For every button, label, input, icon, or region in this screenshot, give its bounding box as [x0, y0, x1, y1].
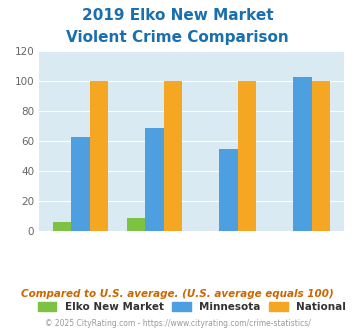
Legend: Elko New Market, Minnesota, National: Elko New Market, Minnesota, National — [38, 302, 346, 312]
Bar — [164, 81, 182, 231]
Bar — [238, 81, 256, 231]
Bar — [127, 217, 146, 231]
Text: 2019 Elko New Market: 2019 Elko New Market — [82, 8, 273, 23]
Text: © 2025 CityRating.com - https://www.cityrating.com/crime-statistics/: © 2025 CityRating.com - https://www.city… — [45, 319, 310, 328]
Bar — [146, 128, 164, 231]
Bar — [71, 137, 90, 231]
Text: Violent Crime Comparison: Violent Crime Comparison — [66, 30, 289, 45]
Bar — [219, 148, 238, 231]
Text: Compared to U.S. average. (U.S. average equals 100): Compared to U.S. average. (U.S. average … — [21, 289, 334, 299]
Bar — [294, 77, 312, 231]
Bar — [90, 81, 108, 231]
Bar — [312, 81, 331, 231]
Bar — [53, 222, 71, 231]
